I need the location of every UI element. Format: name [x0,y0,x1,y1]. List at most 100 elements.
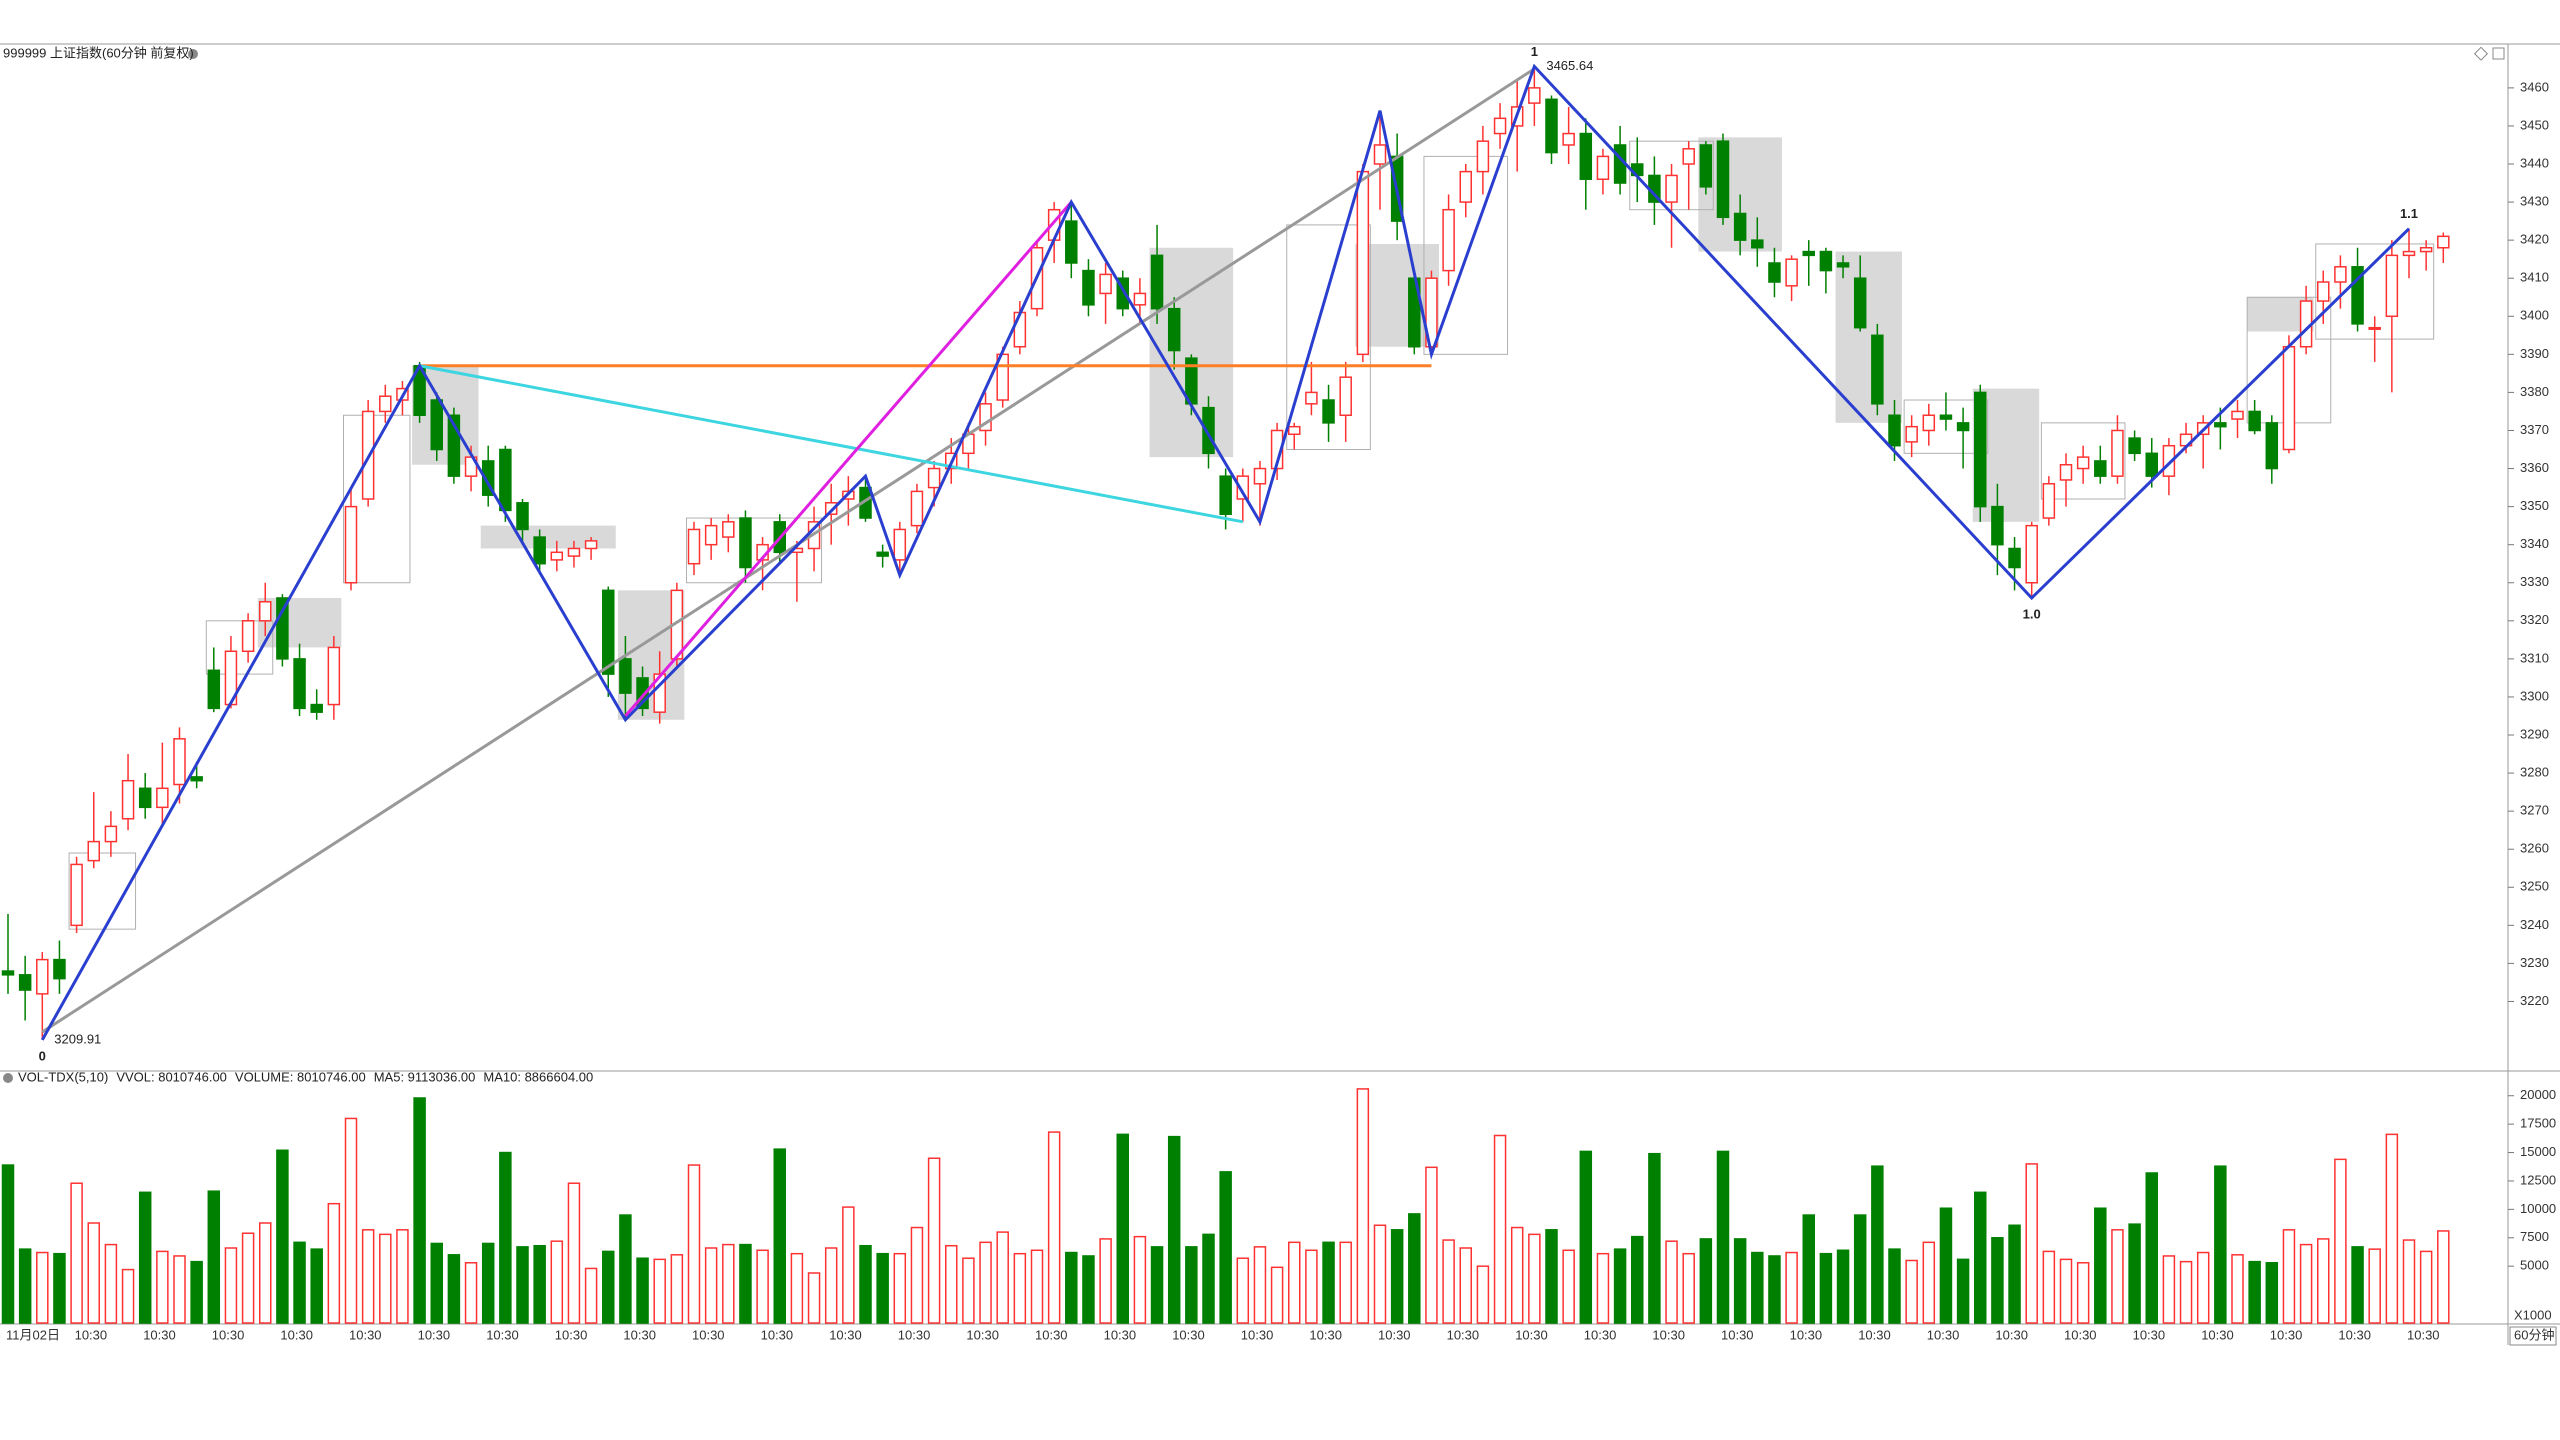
y-tick-label: 3390 [2520,346,2549,361]
x-tick-label: 10:30 [623,1327,656,1342]
x-tick-label: 10:30 [2133,1327,2166,1342]
y-tick-label: 3280 [2520,765,2549,780]
y-tick-label: 3450 [2520,117,2549,132]
volume-bar [2265,1262,2279,1324]
volume-bar [790,1252,804,1324]
volume-bar [2248,1260,2261,1324]
indicator-value: MA10: 8866604.00 [483,1069,593,1084]
volume-bar [1476,1265,1490,1324]
volume-bar [1682,1252,1695,1324]
candle-body [1322,399,1335,424]
x-tick-label: 10:30 [486,1327,519,1342]
zone [1149,247,1234,458]
volume-bar [2042,1250,2056,1324]
volume-bar [2282,1229,2296,1324]
candle-body [910,490,924,527]
volume-bar [1631,1235,1644,1324]
candle-body [1699,144,1713,188]
tool-icon[interactable] [2473,46,2489,61]
y-tick-label: 3320 [2520,612,2549,627]
volume-bar [773,1148,786,1324]
x-tick-label: 10:30 [1035,1327,1068,1342]
candle-body [1150,254,1164,310]
volume-bar [1322,1241,1335,1324]
volume-bar [207,1190,221,1324]
volume-bar [2162,1255,2176,1324]
indicator-icon[interactable] [3,1073,13,1083]
volume-bar [1288,1241,1301,1324]
volume-bar [1013,1252,1027,1324]
x-tick-label: 10:30 [1378,1327,1411,1342]
candle-body [516,502,529,531]
candle-body [2111,429,2124,477]
volume-bar [1339,1241,1352,1324]
candle-body [2265,422,2279,470]
candle-body [1356,170,1370,356]
y-tick-label: 3420 [2520,232,2549,247]
candle-body [2162,444,2176,477]
volume-bar [533,1244,546,1324]
volume-bar [1236,1257,1250,1324]
volume-bar [1956,1258,1970,1324]
x-tick-label: 10:30 [1721,1327,1754,1342]
volume-bar [1373,1224,1387,1324]
x-tick-label: 10:30 [1172,1327,1205,1342]
candle-body [1974,391,1987,508]
volume-bar [259,1222,272,1324]
volume-bar [1202,1233,1215,1324]
volume-bar [1768,1255,1781,1324]
x-tick-label: 10:30 [1858,1327,1891,1342]
window-icon[interactable] [2492,47,2505,60]
candle-body [1596,155,1610,180]
volume-bar [584,1267,598,1324]
indicator-value: VOLUME: 8010746.00 [235,1069,366,1084]
candle-body [1236,475,1250,500]
x-tick-label: 10:30 [2407,1327,2440,1342]
volume-bar [739,1243,752,1324]
candle-body [2008,547,2021,569]
volume-bar [464,1262,478,1324]
y-tick-label: 3360 [2520,460,2549,475]
candle-body [156,787,169,809]
title-icon[interactable] [188,49,198,59]
volume-bar [1510,1226,1524,1324]
candle-body [2042,483,2056,519]
x-tick-label: 10:30 [1515,1327,1548,1342]
candle-body [173,738,186,786]
volume-bar [2299,1243,2313,1324]
candle-body [138,787,152,809]
volume-bar [1065,1251,1078,1324]
candle-body [2145,452,2158,477]
volume-bar [1853,1214,1867,1324]
y-tick-label: 10000 [2520,1201,2556,1216]
volume-bar [1648,1152,1661,1324]
volume-bar [2385,1133,2399,1324]
volume-bar [1528,1233,1541,1324]
candle-body [1288,425,1301,436]
candle-body [53,958,66,980]
candle-body [1768,262,1781,283]
volume-bar [1545,1229,1558,1324]
candle-body [1939,414,1953,420]
candle-body [1339,376,1352,416]
candle-body [1922,414,1936,432]
candle-body [687,528,701,565]
volume-bar [1459,1247,1472,1324]
candle-body [653,673,666,713]
volume-bar [1270,1266,1284,1324]
candle-body [824,502,838,515]
y-tick-label: 3230 [2520,955,2549,970]
candle-body [1853,277,1867,329]
annotation: 1.1 [2400,206,2418,221]
y-tick-label: 5000 [2520,1258,2549,1273]
volume-bar [1836,1249,1850,1324]
volume-bar [241,1232,255,1324]
candle-body [1425,277,1438,348]
volume-bar [550,1240,564,1324]
volume-bar [1888,1248,1901,1324]
trend-line [40,63,2411,1041]
x-tick-label: 10:30 [1447,1327,1480,1342]
x-tick-label: 10:30 [1652,1327,1685,1342]
volume-bar [2402,1239,2416,1324]
volume-bar [1150,1246,1164,1324]
